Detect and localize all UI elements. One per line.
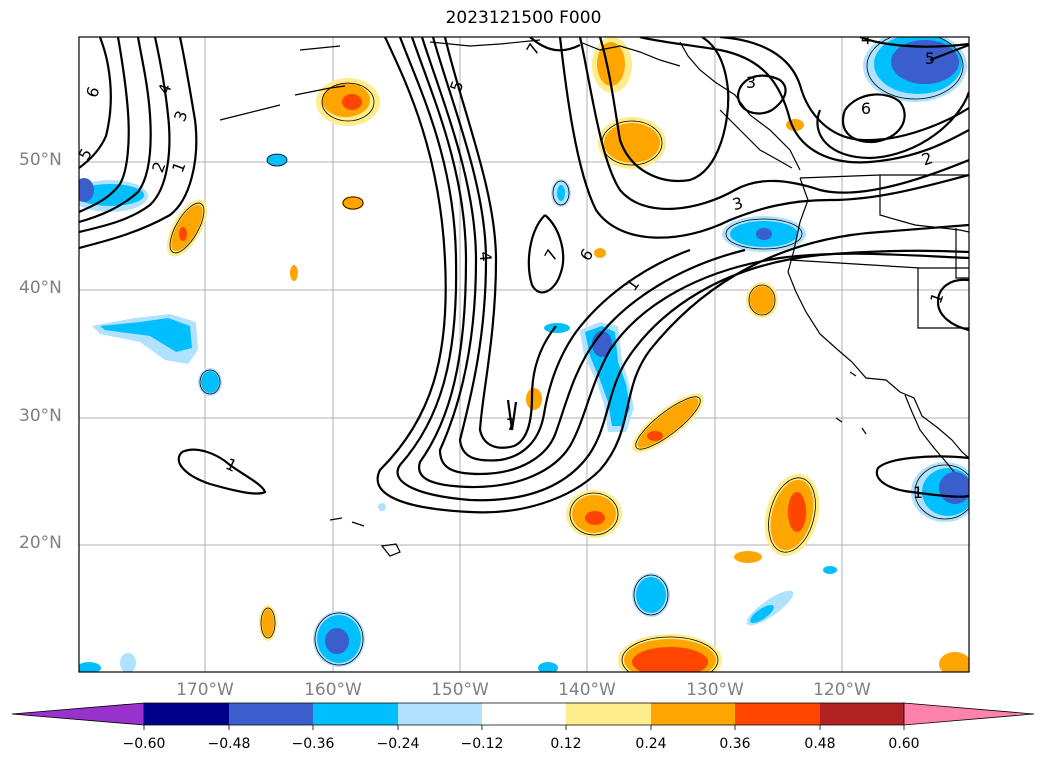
contour-label: 1 xyxy=(223,454,240,476)
lon-label: 170°W xyxy=(176,680,234,700)
anomaly-shading xyxy=(79,37,969,672)
positive-anomaly-patch xyxy=(734,551,762,563)
colorbar-bin xyxy=(482,703,566,725)
colorbar-tick-label: −0.60 xyxy=(122,736,166,752)
positive-anomaly-patch xyxy=(342,196,364,210)
colorbar-tick-label: −0.48 xyxy=(207,736,251,752)
colorbar-tick-label: 0.24 xyxy=(635,736,667,752)
colorbar-bin xyxy=(820,703,904,725)
colorbar-bin xyxy=(398,703,482,725)
contour-label: 1 xyxy=(168,159,189,175)
coastlines xyxy=(219,39,969,557)
contour-label: 6 xyxy=(576,245,597,264)
positive-anomaly-patch xyxy=(526,388,542,410)
contour-label: 6 xyxy=(861,99,871,118)
lon-label: 140°W xyxy=(558,680,616,700)
contour-label: 7 xyxy=(540,246,562,264)
contour-label: 3 xyxy=(746,73,756,92)
colorbar-bin xyxy=(144,703,229,725)
contour-label: 4 xyxy=(476,251,496,263)
contour-label: 5 xyxy=(74,145,96,163)
positive-anomaly-patch xyxy=(939,652,969,672)
contour-label: 2 xyxy=(919,148,935,169)
negative-anomaly-patch xyxy=(544,323,570,333)
lat-label: 50°N xyxy=(19,150,62,170)
contour-label: 1 xyxy=(913,483,923,502)
map-title: 2023121500 F000 xyxy=(445,8,602,28)
colorbar-under-arrow xyxy=(11,702,145,726)
colorbar-bin xyxy=(651,703,735,725)
negative-anomaly-patch xyxy=(267,154,287,166)
contour-label: 7 xyxy=(522,40,544,58)
colorbar-bin xyxy=(735,703,820,725)
contour-lines xyxy=(79,37,969,514)
map-content: 6 4 3 5 2 1 7 5 4 7 6 1 7 3 6 5 2 3 1 1 … xyxy=(74,29,969,672)
negative-anomaly-patch xyxy=(120,653,136,672)
colorbar xyxy=(11,702,1035,730)
contour-label: 1 xyxy=(926,290,947,306)
contour-label: 7 xyxy=(506,415,516,434)
lon-label: 120°W xyxy=(813,680,871,700)
anomaly-outlines xyxy=(169,37,969,672)
map-frame xyxy=(78,36,970,673)
lat-label: 40°N xyxy=(19,278,62,298)
positive-anomaly-patch xyxy=(290,265,298,281)
lon-label: 130°W xyxy=(686,680,744,700)
colorbar-bin xyxy=(313,703,398,725)
colorbar-bin xyxy=(229,703,313,725)
colorbar-tick-label: −0.12 xyxy=(460,736,504,752)
lat-label: 30°N xyxy=(19,406,62,426)
colorbar-tick-label: 0.36 xyxy=(719,736,751,752)
colorbar-tick-label: 0.48 xyxy=(804,736,836,752)
lon-label: 150°W xyxy=(431,680,489,700)
contour-label: 5 xyxy=(925,49,935,68)
colorbar-tick-label: −0.36 xyxy=(291,736,335,752)
colorbar-over-arrow xyxy=(903,702,1035,726)
colorbar-bin xyxy=(566,703,651,725)
lat-label: 20°N xyxy=(19,533,62,553)
lon-label: 160°W xyxy=(304,680,362,700)
colorbar-tick-label: −0.24 xyxy=(376,736,420,752)
contour-label: 3 xyxy=(730,193,745,214)
colorbar-tick-label: 0.60 xyxy=(888,736,920,752)
colorbar-tick-label: 0.12 xyxy=(550,736,582,752)
contour-label: 3 xyxy=(170,108,191,124)
contour-label: 4 xyxy=(861,29,871,48)
positive-anomaly-patch xyxy=(594,248,606,258)
contour-label: 2 xyxy=(148,159,169,175)
contour-label: 6 xyxy=(82,84,103,100)
